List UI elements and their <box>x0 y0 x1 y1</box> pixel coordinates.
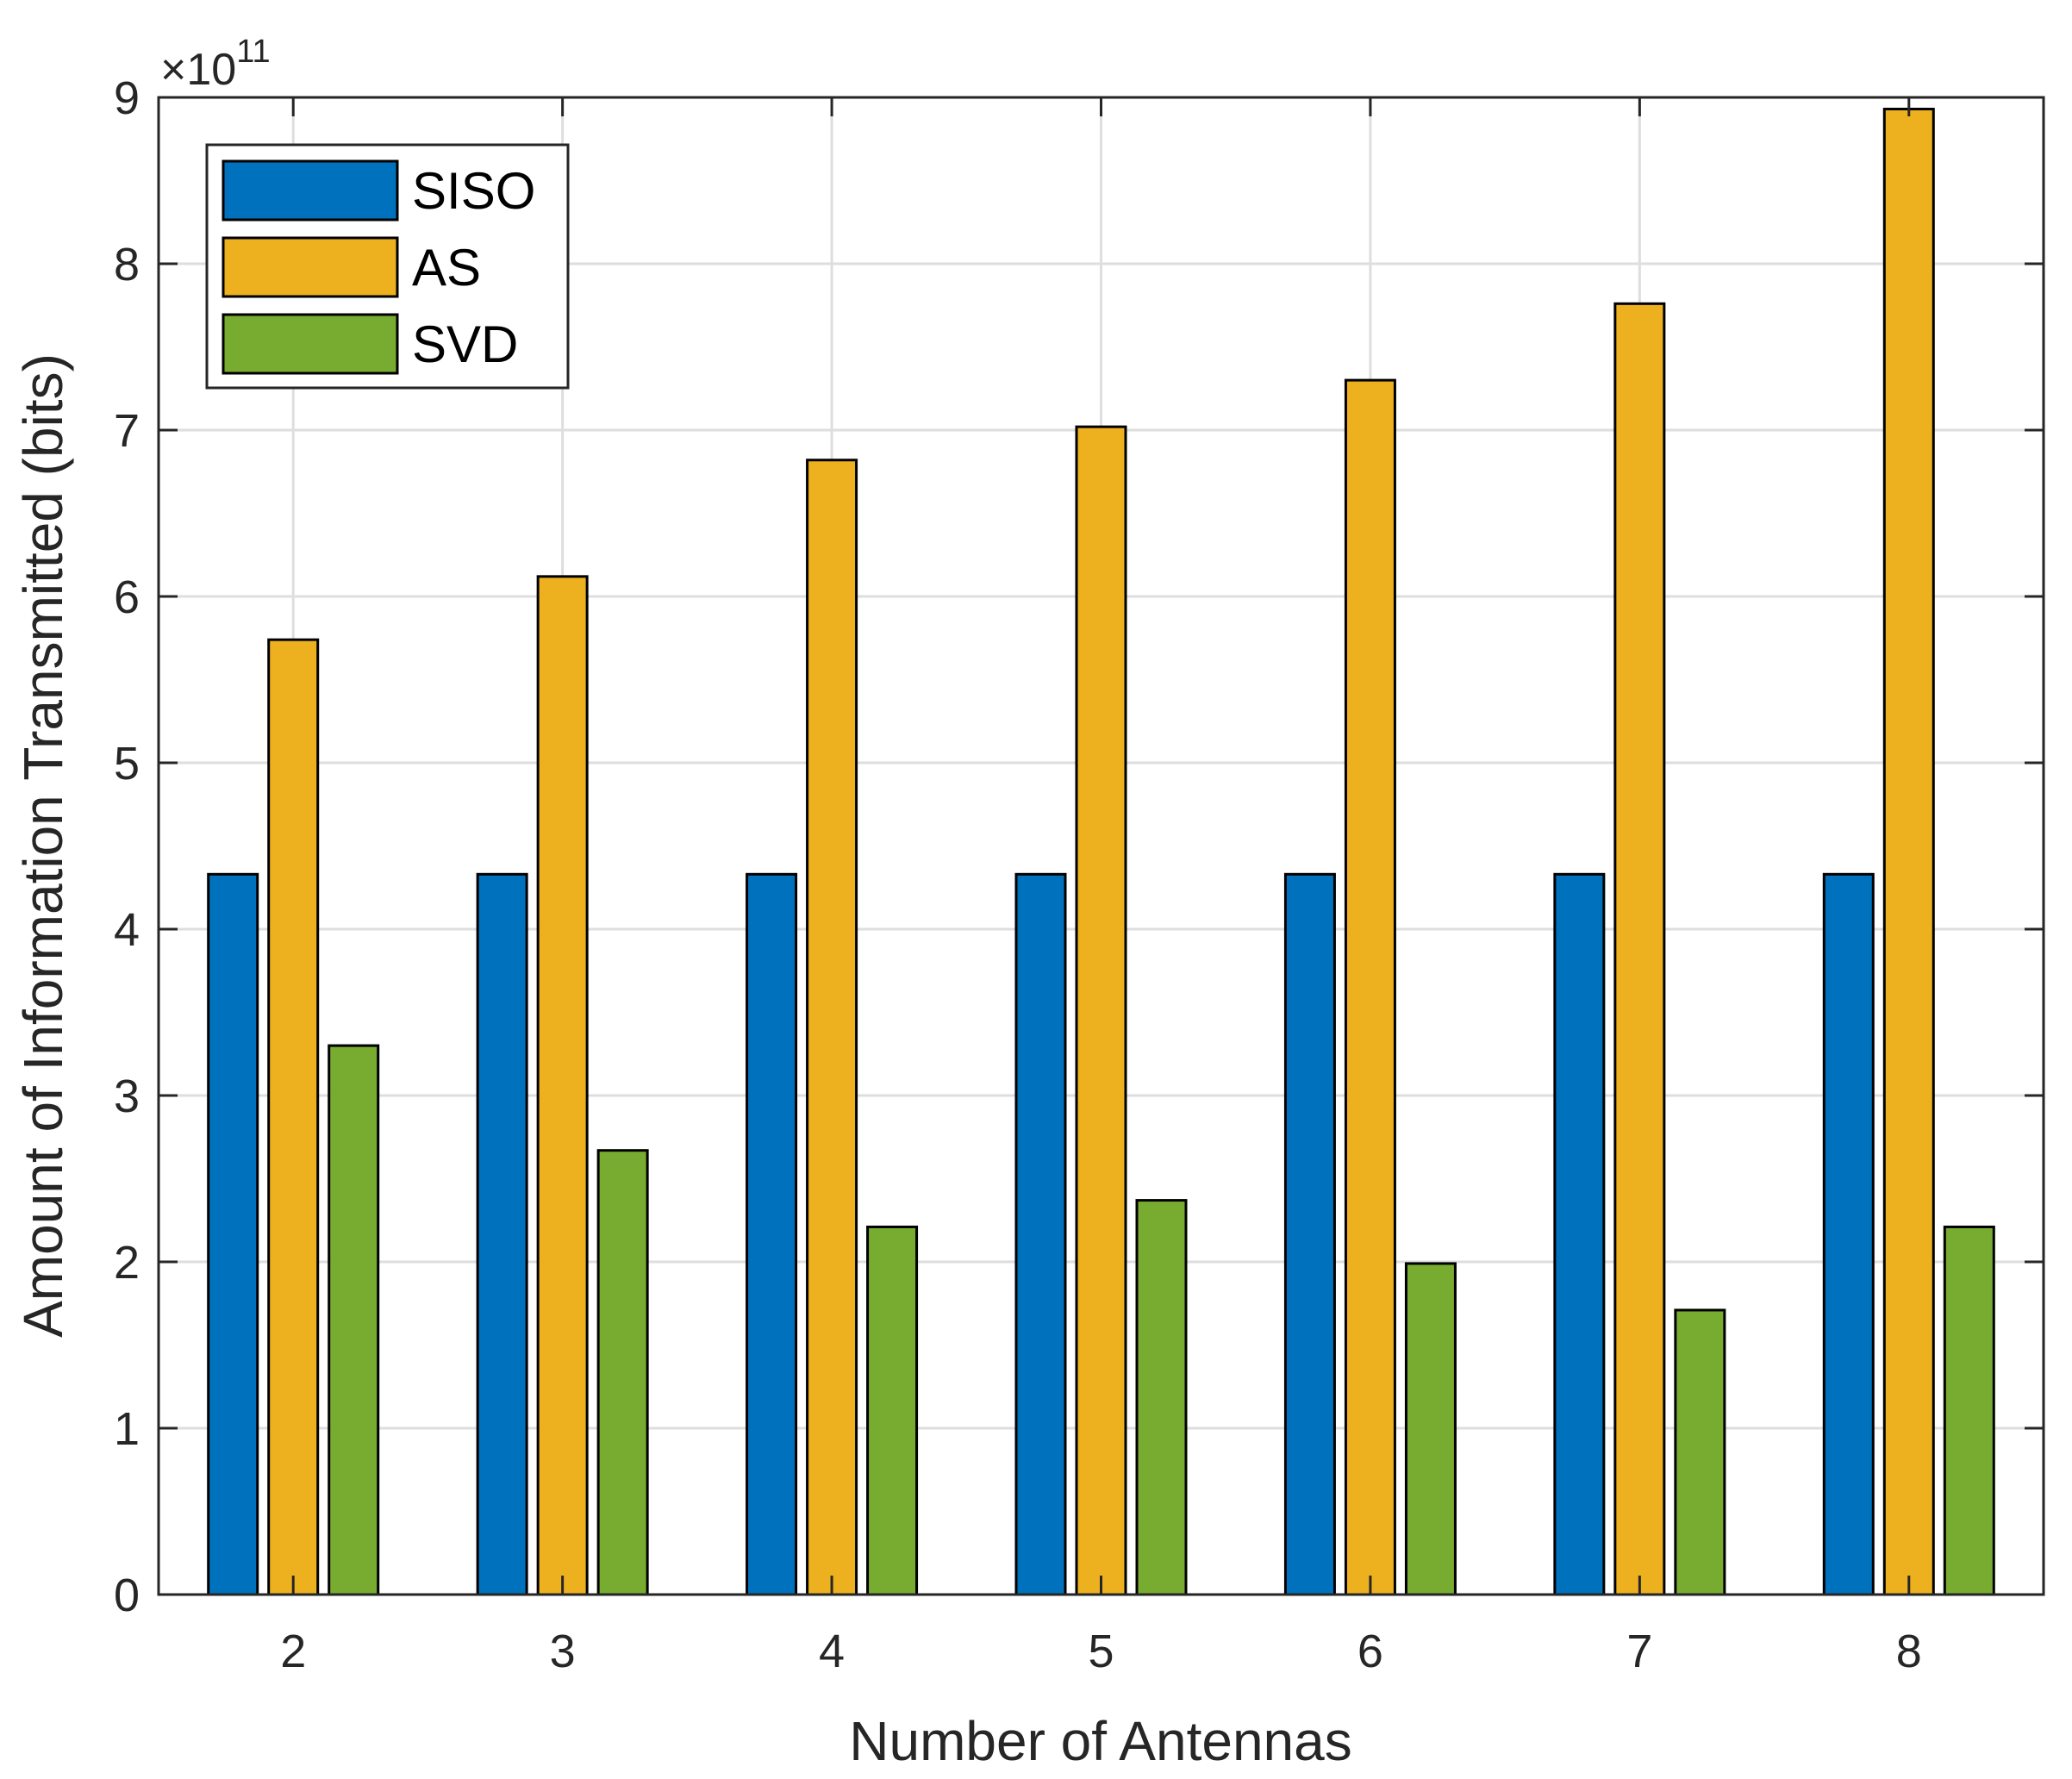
bar-siso-7 <box>1553 872 1606 1596</box>
legend: SISO AS SVD <box>205 143 570 390</box>
bar-siso-4 <box>746 872 798 1596</box>
y-tick-label: 3 <box>114 1071 140 1122</box>
bar-svd-8 <box>1943 1225 1995 1596</box>
y-tick-label: 7 <box>114 405 140 457</box>
x-tick-label: 8 <box>1896 1626 1922 1677</box>
x-axis-title: Number of Antennas <box>849 1710 1351 1772</box>
axis-ticks: 0 1 2 3 4 5 6 7 8 9 2 3 4 5 6 7 8 <box>114 72 2044 1677</box>
y-tick-label: 6 <box>114 571 140 623</box>
bar-svd-6 <box>1404 1262 1457 1596</box>
legend-swatch-siso <box>222 159 399 222</box>
x-tick-label: 6 <box>1357 1626 1383 1677</box>
y-tick-label: 8 <box>114 239 140 290</box>
bar-as-2 <box>267 638 320 1596</box>
bar-as-4 <box>806 459 858 1596</box>
bar-as-6 <box>1344 378 1396 1596</box>
bar-siso-8 <box>1822 872 1875 1596</box>
bar-svd-3 <box>596 1149 649 1596</box>
legend-label-siso: SISO <box>412 162 535 220</box>
y-tick-label: 9 <box>114 72 140 124</box>
bar-siso-5 <box>1014 872 1067 1596</box>
y-tick-label: 2 <box>114 1237 140 1289</box>
x-tick-label: 7 <box>1626 1626 1652 1677</box>
legend-swatch-svd <box>222 313 399 375</box>
y-tick-label: 5 <box>114 738 140 790</box>
bar-svd-7 <box>1674 1308 1726 1596</box>
bar-siso-3 <box>476 872 528 1596</box>
bar-siso-2 <box>207 872 259 1596</box>
bar-as-8 <box>1882 108 1935 1596</box>
bar-svd-5 <box>1135 1199 1188 1596</box>
legend-label-svd: SVD <box>412 315 518 373</box>
y-axis-title: Amount of Information Transmitted (bits) <box>12 353 74 1338</box>
x-tick-label: 5 <box>1088 1626 1114 1677</box>
y-tick-label: 1 <box>114 1403 140 1455</box>
x-tick-label: 3 <box>550 1626 576 1677</box>
y-exponent-base: ×10 <box>160 45 236 95</box>
bar-as-7 <box>1613 302 1666 1596</box>
bar-svd-2 <box>328 1044 380 1596</box>
y-exponent-power: 11 <box>236 34 270 70</box>
bar-siso-6 <box>1283 872 1336 1596</box>
legend-label-as: AS <box>412 239 481 296</box>
x-tick-label: 4 <box>819 1626 845 1677</box>
bar-as-3 <box>536 575 589 1596</box>
y-tick-label: 4 <box>114 904 140 956</box>
legend-swatch-as <box>222 236 399 298</box>
bars <box>207 108 1995 1596</box>
bar-as-5 <box>1075 425 1127 1596</box>
y-exponent-label: ×1011 <box>160 34 271 95</box>
x-tick-label: 2 <box>280 1626 306 1677</box>
bar-svd-4 <box>866 1225 919 1596</box>
y-tick-label: 0 <box>114 1570 140 1621</box>
